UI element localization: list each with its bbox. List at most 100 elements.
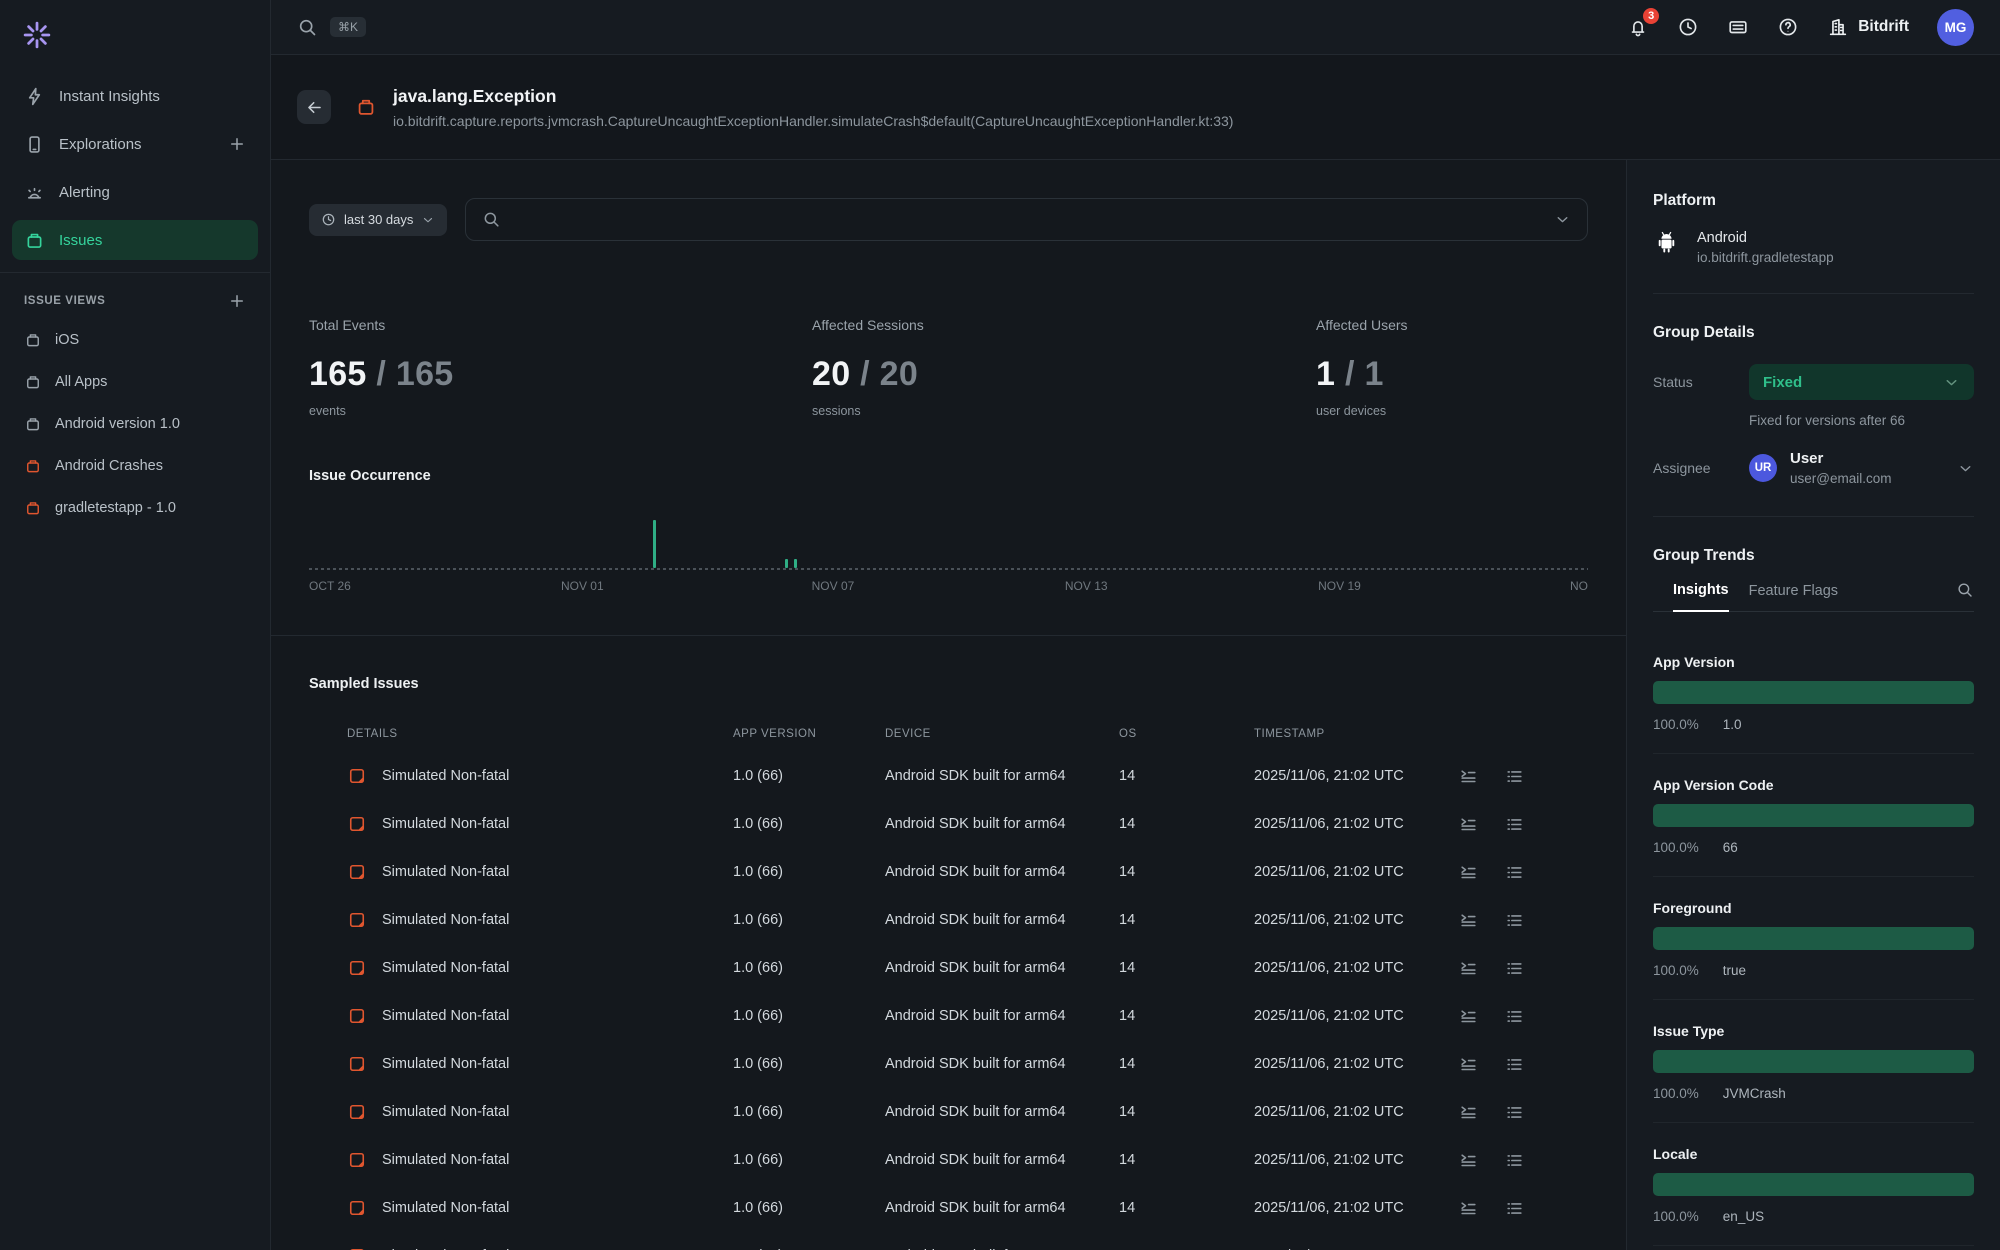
session-timeline-icon[interactable] bbox=[1459, 959, 1478, 978]
add-explorations-button[interactable] bbox=[228, 135, 246, 153]
occurrence-chart[interactable] bbox=[309, 484, 1588, 570]
row-actions bbox=[1459, 1199, 1588, 1218]
assignee-avatar: UR bbox=[1749, 454, 1777, 482]
trend-value: 66 bbox=[1722, 840, 1738, 855]
trend-label: Locale bbox=[1653, 1146, 1698, 1162]
bitdrift-starburst-logo[interactable] bbox=[22, 20, 52, 50]
platform-row: Android io.bitdrift.gradletestapp bbox=[1653, 230, 1974, 265]
cell-device: Android SDK built for arm64 bbox=[885, 816, 1066, 832]
cell-app-version: 1.0 (66) bbox=[733, 1104, 783, 1120]
event-list-icon[interactable] bbox=[1505, 1247, 1524, 1250]
tab-insights[interactable]: Insights bbox=[1673, 582, 1729, 612]
event-list-icon[interactable] bbox=[1505, 1007, 1524, 1026]
sidebar-item-alerting[interactable]: Alerting bbox=[0, 168, 270, 216]
sidebar-item-explorations[interactable]: Explorations bbox=[0, 120, 270, 168]
session-timeline-icon[interactable] bbox=[1459, 1007, 1478, 1026]
report-file-icon bbox=[347, 958, 367, 978]
session-timeline-icon[interactable] bbox=[1459, 1055, 1478, 1074]
event-list-icon[interactable] bbox=[1505, 815, 1524, 834]
search-icon bbox=[482, 210, 501, 229]
cell-timestamp: 2025/11/06, 21:02 UTC bbox=[1254, 1056, 1404, 1072]
android-robot-icon bbox=[1653, 230, 1680, 258]
filter-search-input[interactable] bbox=[465, 198, 1588, 241]
trend-bar[interactable] bbox=[1653, 1173, 1974, 1196]
trends-search-icon[interactable] bbox=[1956, 581, 1974, 599]
trend-caption: 100.0% en_US bbox=[1653, 1209, 1974, 1224]
sidebar-item-issues[interactable]: Issues bbox=[12, 220, 258, 260]
session-timeline-icon[interactable] bbox=[1459, 1151, 1478, 1170]
sidebar-item-label: Issues bbox=[59, 231, 103, 249]
assignee-label: Assignee bbox=[1653, 460, 1711, 476]
event-list-icon[interactable] bbox=[1505, 959, 1524, 978]
user-avatar[interactable]: MG bbox=[1937, 8, 1974, 46]
issue-view-gradletestapp-1-0[interactable]: gradletestapp - 1.0 bbox=[0, 487, 270, 529]
event-list-icon[interactable] bbox=[1505, 767, 1524, 786]
sidebar-item-instant-insights[interactable]: Instant Insights bbox=[0, 72, 270, 120]
session-timeline-icon[interactable] bbox=[1459, 767, 1478, 786]
main-column: ⌘K 3 bbox=[271, 0, 2000, 1250]
org-switcher[interactable]: Bitdrift bbox=[1827, 16, 1909, 38]
global-search[interactable]: ⌘K bbox=[297, 17, 367, 38]
cell-timestamp: 2025/11/06, 21:02 UTC bbox=[1254, 768, 1404, 784]
issue-view-all-apps[interactable]: All Apps bbox=[0, 361, 270, 403]
cell-os: 14 bbox=[1119, 1104, 1136, 1120]
trend-bar[interactable] bbox=[1653, 927, 1974, 950]
notifications-bell-icon[interactable]: 3 bbox=[1627, 8, 1660, 38]
alarm-icon bbox=[24, 182, 45, 203]
back-button[interactable] bbox=[297, 90, 331, 124]
row-actions bbox=[1459, 767, 1588, 786]
chevron-down-icon bbox=[1554, 211, 1571, 228]
add-issue-view-button[interactable] bbox=[228, 292, 246, 310]
event-list-icon[interactable] bbox=[1505, 1199, 1524, 1218]
column-header-os: OS bbox=[1119, 728, 1137, 740]
session-timeline-icon[interactable] bbox=[1459, 911, 1478, 930]
session-timeline-icon[interactable] bbox=[1459, 863, 1478, 882]
event-list-icon[interactable] bbox=[1505, 863, 1524, 882]
trend-foreground: Foreground 100.0% true bbox=[1653, 877, 1974, 1000]
occurrence-spike bbox=[784, 559, 788, 568]
trend-bar[interactable] bbox=[1653, 1050, 1974, 1073]
issue-view-android-crashes[interactable]: Android Crashes bbox=[0, 445, 270, 487]
trend-percent: 100.0% bbox=[1653, 717, 1699, 732]
time-range-button[interactable]: last 30 days bbox=[309, 203, 448, 236]
help-icon[interactable] bbox=[1777, 16, 1799, 38]
changelog-card-icon[interactable] bbox=[1727, 16, 1749, 38]
cell-details: Simulated Non-fatal bbox=[347, 1198, 733, 1218]
issue-view-ios[interactable]: iOS bbox=[0, 319, 270, 361]
event-list-icon[interactable] bbox=[1505, 911, 1524, 930]
session-timeline-icon[interactable] bbox=[1459, 1103, 1478, 1122]
cell-os: 14 bbox=[1119, 960, 1136, 976]
event-list-icon[interactable] bbox=[1505, 1151, 1524, 1170]
tab-feature-flags[interactable]: Feature Flags bbox=[1748, 583, 1839, 599]
report-file-icon bbox=[347, 1198, 367, 1218]
building-icon bbox=[1827, 16, 1849, 38]
event-list-icon[interactable] bbox=[1505, 1103, 1524, 1122]
page-title: java.lang.Exception bbox=[393, 85, 557, 106]
session-timeline-icon[interactable] bbox=[1459, 1199, 1478, 1218]
assignee-select[interactable]: UR User user@email.com bbox=[1749, 450, 1974, 486]
event-list-icon[interactable] bbox=[1505, 1055, 1524, 1074]
session-timeline-icon[interactable] bbox=[1459, 1247, 1478, 1250]
history-clock-icon[interactable] bbox=[1677, 16, 1699, 38]
column-header-device: DEVICE bbox=[885, 728, 931, 740]
group-trends-heading: Group Trends bbox=[1653, 547, 1755, 564]
session-timeline-icon[interactable] bbox=[1459, 815, 1478, 834]
status-select[interactable]: Fixed bbox=[1749, 364, 1974, 400]
cell-app-version: 1.0 (66) bbox=[733, 864, 783, 880]
trend-bar[interactable] bbox=[1653, 804, 1974, 827]
occurrence-x-axis: OCT 26 NOV 01 NOV 07 NOV 13 NOV 19 NO bbox=[309, 579, 1588, 599]
search-icon bbox=[297, 17, 318, 38]
issue-view-android-version-1-0[interactable]: Android version 1.0 bbox=[0, 403, 270, 445]
trend-bar[interactable] bbox=[1653, 681, 1974, 704]
